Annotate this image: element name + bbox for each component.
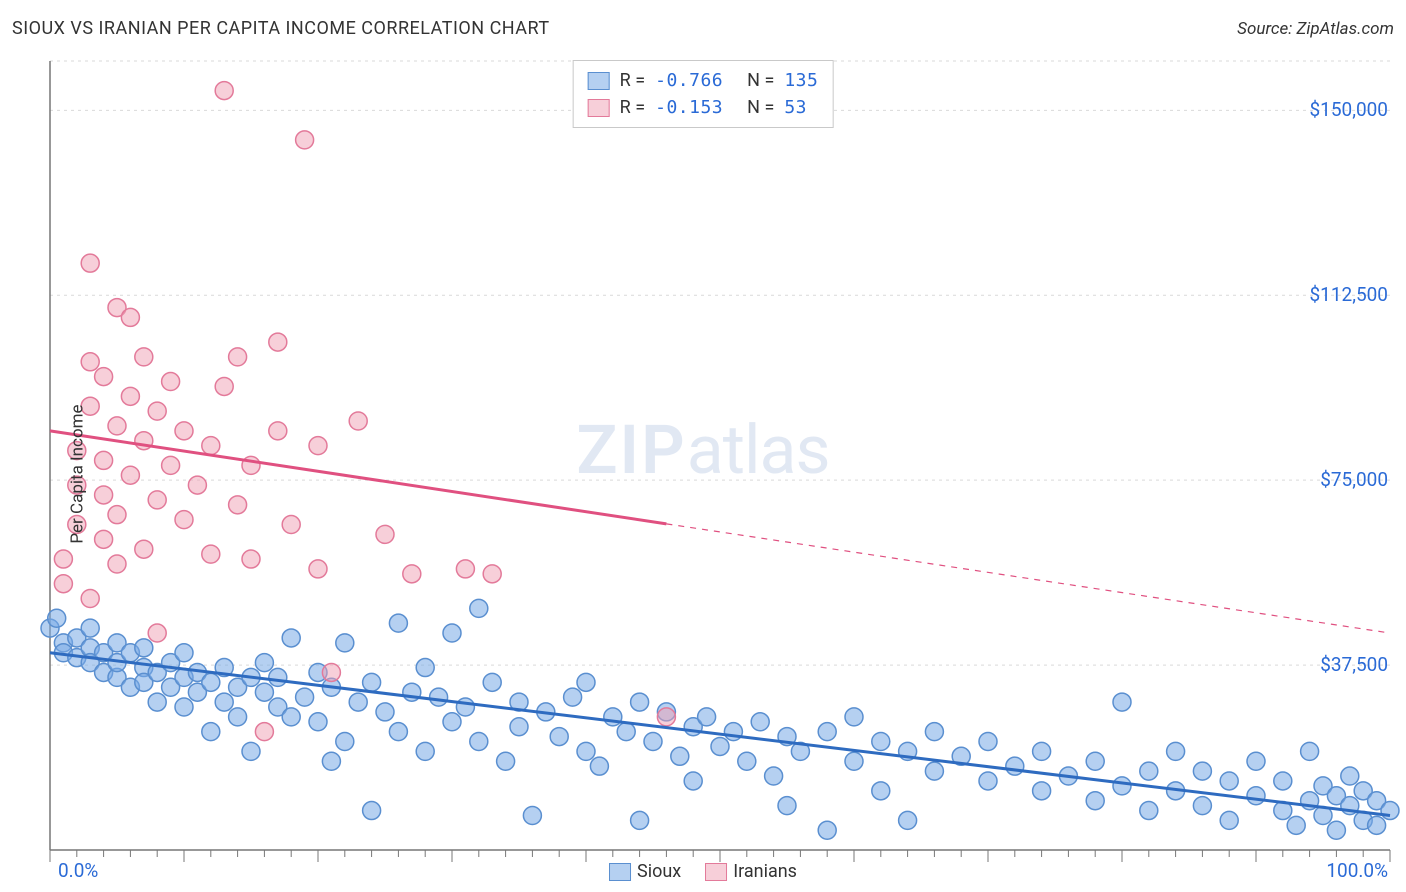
legend-swatch <box>609 863 631 881</box>
y-axis-label: Per Capita Income <box>68 404 88 543</box>
legend-swatch <box>588 72 610 90</box>
chart-header: SIOUX VS IRANIAN PER CAPITA INCOME CORRE… <box>12 18 1394 39</box>
chart-title: SIOUX VS IRANIAN PER CAPITA INCOME CORRE… <box>12 18 550 39</box>
legend-row: R =-0.766N =135 <box>588 67 819 94</box>
y-tick-label: $75,000 <box>1320 468 1388 491</box>
x-tick-min: 0.0% <box>58 859 98 882</box>
legend-swatch <box>588 99 610 117</box>
y-tick-label: $150,000 <box>1310 98 1389 121</box>
legend-series: Sioux Iranians <box>609 861 797 882</box>
chart-source: Source: ZipAtlas.com <box>1237 19 1394 39</box>
legend-swatch <box>705 863 727 881</box>
y-tick-label: $112,500 <box>1310 283 1389 306</box>
y-tick-label: $37,500 <box>1320 653 1388 676</box>
legend-item: Iranians <box>705 861 797 882</box>
legend-correlation: R =-0.766N =135R =-0.153N = 53 <box>573 60 834 128</box>
x-tick-max: 100.0% <box>1326 859 1388 882</box>
scatter-chart-svg <box>0 55 1406 892</box>
legend-item: Sioux <box>609 861 681 882</box>
legend-row: R =-0.153N = 53 <box>588 94 819 121</box>
chart-area: Per Capita Income <box>0 55 1406 892</box>
